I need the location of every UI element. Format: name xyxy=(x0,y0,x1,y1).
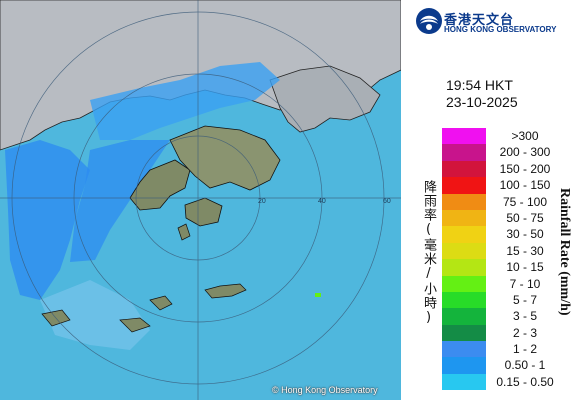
legend-row: 30 - 50 xyxy=(442,226,574,243)
legend-range-label: 3 - 5 xyxy=(512,309,537,324)
legend-range-label: 0.50 - 1 xyxy=(504,358,546,373)
legend-range-label: 0.15 - 0.50 xyxy=(496,374,554,389)
eastern-peninsula xyxy=(269,65,381,133)
legend-row: 5 - 7 xyxy=(442,291,574,309)
time-label: 19:54 HKT xyxy=(446,77,513,93)
legend-swatch xyxy=(442,128,486,145)
legend-swatch xyxy=(442,226,486,243)
legend-swatch xyxy=(442,324,486,342)
rain-cell-small xyxy=(315,293,321,297)
legend-range-label: >300 xyxy=(511,129,539,143)
legend-range-label: 50 - 75 xyxy=(506,210,544,225)
legend-unit-zh: 降雨率(毫米/小時) xyxy=(421,180,436,326)
legend-range-label: 5 - 7 xyxy=(512,292,537,307)
lamma-island xyxy=(177,223,191,241)
legend-swatch xyxy=(442,209,486,227)
logo-name-zh: 香港天文台 xyxy=(444,13,515,28)
rain-echo-south xyxy=(40,280,150,350)
legend-row: 0.50 - 1 xyxy=(442,357,574,374)
legend-row: 15 - 30 xyxy=(442,242,574,260)
legend-range-label: 150 - 200 xyxy=(499,161,551,176)
legend-range-label: 15 - 30 xyxy=(506,243,544,258)
legend-range-label: 75 - 100 xyxy=(502,194,548,209)
legend-row: 100 - 150 xyxy=(442,177,574,194)
range-rings xyxy=(0,0,401,400)
legend-swatch xyxy=(442,275,486,292)
new-territories xyxy=(169,125,281,191)
lantau-island xyxy=(129,159,191,211)
legend-row: 75 - 100 xyxy=(442,193,574,210)
info-panel xyxy=(401,0,577,400)
legend-swatch xyxy=(442,373,486,391)
legend-swatch xyxy=(442,177,486,194)
radar-map-canvas: 60 40 20 xyxy=(0,0,401,400)
legend-unit-en: Rainfall Rate (mm/h) xyxy=(557,188,572,316)
legend-row: 7 - 10 xyxy=(442,275,574,292)
legend-range-label: 7 - 10 xyxy=(509,276,541,291)
ring-label-40: 40 xyxy=(318,198,326,205)
legend-row: 50 - 75 xyxy=(442,209,574,227)
legend-range-label: 2 - 3 xyxy=(512,325,537,340)
legend-range-label: 200 - 300 xyxy=(499,145,551,160)
rain-echo-west xyxy=(5,140,90,300)
legend-row: 3 - 5 xyxy=(442,308,574,325)
legend-swatch xyxy=(442,291,486,309)
legend-swatch xyxy=(442,308,486,325)
wanshan-islands xyxy=(41,295,173,333)
rain-echo-north xyxy=(90,62,280,140)
legend-row: 1 - 2 xyxy=(442,341,574,358)
ring-label-60: 60 xyxy=(383,198,391,205)
legend-row: >300 xyxy=(442,128,574,145)
legend-swatch xyxy=(442,144,486,161)
legend-swatch xyxy=(442,357,486,374)
legend-swatch xyxy=(442,160,486,178)
legend-range-label: 10 - 15 xyxy=(506,260,544,275)
legend-row: 200 - 300 xyxy=(442,144,574,161)
ring-label-20: 20 xyxy=(258,198,266,205)
hko-logo-icon xyxy=(416,8,442,34)
legend-row: 2 - 3 xyxy=(442,324,574,342)
legend-swatch xyxy=(442,341,486,358)
legend-row: 0.15 - 0.50 xyxy=(442,373,574,391)
legend-range-label: 1 - 2 xyxy=(512,342,537,357)
hko-logo: 香港天文台 HONG KONG OBSERVATORY xyxy=(414,6,574,38)
legend-swatch xyxy=(442,193,486,210)
observation-time: 19:54 HKT 23-10-2025 xyxy=(446,77,518,111)
legend-row: 10 - 15 xyxy=(442,259,574,276)
legend-row: 150 - 200 xyxy=(442,160,574,178)
copyright-text: © Hong Kong Observatory xyxy=(272,385,378,395)
lema-islands xyxy=(204,283,247,299)
legend-range-label: 30 - 50 xyxy=(506,227,544,242)
date-label: 23-10-2025 xyxy=(446,94,518,110)
logo-name-en: HONG KONG OBSERVATORY xyxy=(444,25,557,34)
legend-swatch xyxy=(442,242,486,260)
radar-map: 60 40 20 © Hong Kong Observatory xyxy=(0,0,401,400)
rainfall-legend: >300 200 - 300 150 - 200 100 - 150 75 - 100 5… xyxy=(442,128,574,391)
rain-echo-central xyxy=(70,140,170,262)
legend-range-label: 100 - 150 xyxy=(499,178,551,193)
legend-swatch xyxy=(442,259,486,276)
